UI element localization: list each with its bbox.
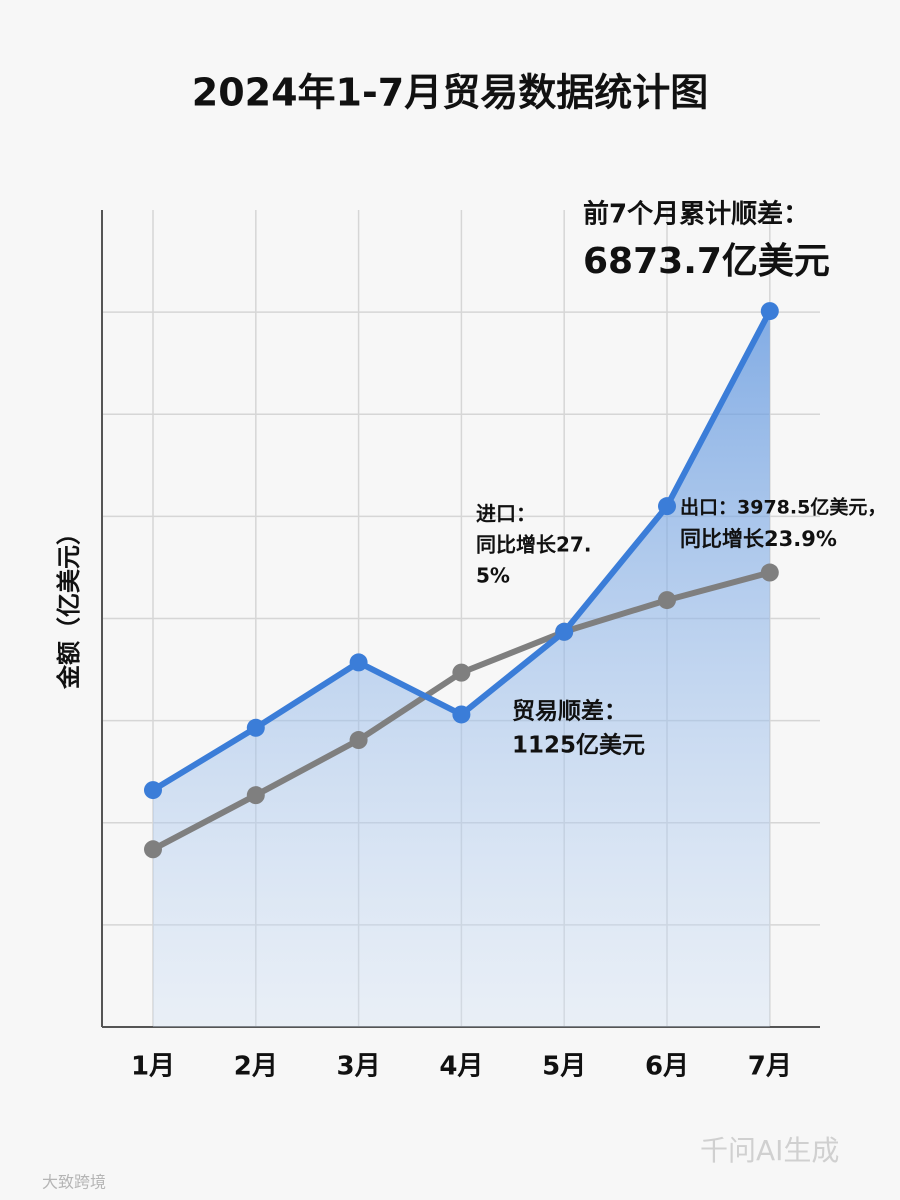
annotation: 6873.7亿美元 — [583, 241, 830, 282]
marker — [144, 781, 162, 800]
chart-title: 2024年1-7月贸易数据统计图 — [192, 71, 708, 115]
annotation: 前7个月累计顺差： — [583, 199, 809, 230]
marker — [760, 563, 779, 582]
area — [153, 311, 770, 1027]
marker — [760, 302, 779, 321]
annotation: 同比增长27. — [476, 533, 591, 557]
marker — [349, 731, 368, 750]
watermark: 大致跨境 — [42, 1173, 106, 1192]
marker — [246, 718, 265, 737]
annotation: 进口： — [476, 502, 536, 526]
marker — [658, 497, 676, 516]
annotation: 贸易顺差： — [512, 698, 627, 725]
marker — [246, 786, 265, 805]
watermark: 千问AI生成 — [700, 1134, 839, 1167]
annotation: 出口：3978.5亿美元， — [680, 496, 886, 519]
annotation: 5% — [476, 564, 510, 588]
marker — [144, 840, 162, 859]
marker — [452, 663, 471, 682]
marker — [349, 653, 368, 672]
x-tick-label: 3月 — [337, 1052, 381, 1082]
x-tick-label: 2月 — [234, 1052, 278, 1082]
x-tick-label: 1月 — [131, 1052, 175, 1082]
x-tick-label: 4月 — [439, 1052, 483, 1082]
marker — [452, 705, 471, 724]
marker — [555, 622, 574, 641]
annotation: 1125亿美元 — [512, 732, 645, 759]
x-tick-label: 6月 — [645, 1052, 689, 1082]
annotation: 同比增长23.9% — [680, 527, 837, 551]
x-tick-label: 7月 — [748, 1052, 792, 1082]
y-axis-label: 金额（亿美元） — [55, 521, 83, 690]
x-tick-label: 5月 — [542, 1052, 586, 1082]
marker — [658, 591, 676, 610]
